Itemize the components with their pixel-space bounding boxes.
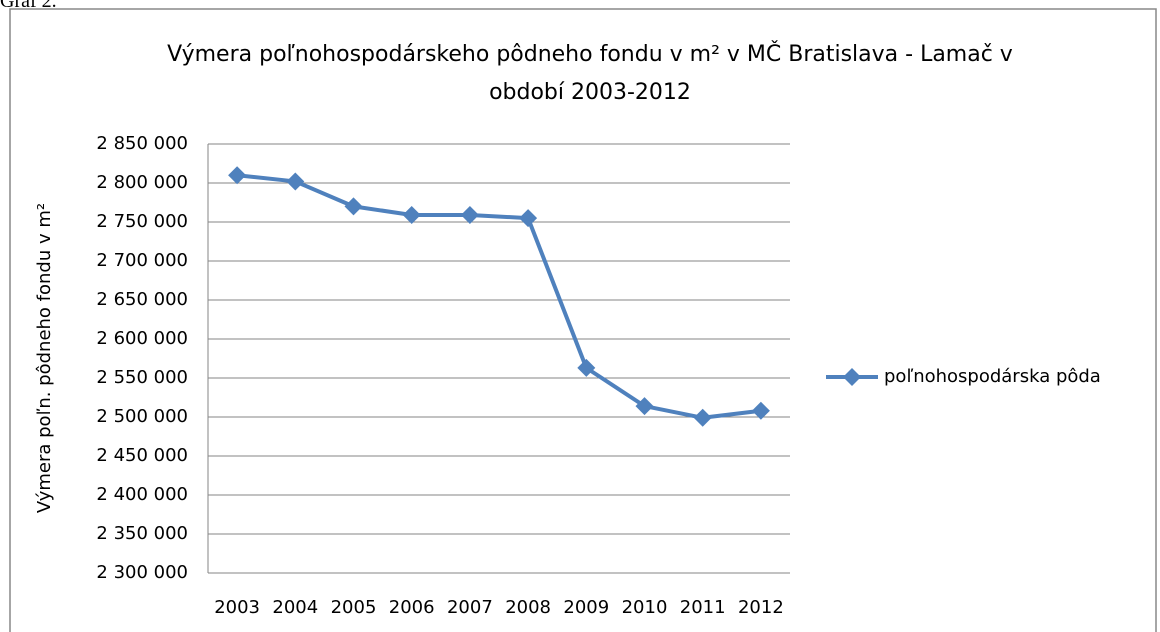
x-tick-label: 2010 xyxy=(622,597,668,618)
y-tick-label: 2 850 000 xyxy=(96,133,188,154)
point-marker xyxy=(519,209,538,228)
point-marker xyxy=(635,397,654,416)
legend-marker xyxy=(843,368,861,386)
y-tick-label: 2 800 000 xyxy=(96,172,188,193)
point-marker xyxy=(460,205,479,224)
y-tick-label: 2 650 000 xyxy=(96,289,188,310)
x-tick-label: 2007 xyxy=(447,597,493,618)
y-tick-label: 2 550 000 xyxy=(96,367,188,388)
x-tick-label: 2004 xyxy=(272,597,318,618)
point-marker xyxy=(751,401,770,420)
x-tick-label: 2003 xyxy=(214,597,260,618)
point-marker xyxy=(577,358,596,377)
chart-frame xyxy=(9,8,1157,632)
x-tick-label: 2005 xyxy=(331,597,377,618)
legend-label: poľnohospodárska pôda xyxy=(884,366,1101,387)
y-tick-label: 2 600 000 xyxy=(96,328,188,349)
y-tick-label: 2 350 000 xyxy=(96,523,188,544)
x-tick-label: 2011 xyxy=(680,597,726,618)
chart-title: Výmera poľnohospodárskeho pôdneho fondu … xyxy=(167,42,1013,105)
y-tick-label: 2 750 000 xyxy=(96,211,188,232)
y-axis-label: Výmera poľn. pôdneho fondu v m² xyxy=(34,203,55,513)
x-tick-label: 2006 xyxy=(389,597,435,618)
point-marker xyxy=(228,166,247,185)
x-tick-label: 2012 xyxy=(738,597,784,618)
y-tick-label: 2 400 000 xyxy=(96,484,188,505)
y-tick-label: 2 500 000 xyxy=(96,406,188,427)
point-marker xyxy=(693,408,712,427)
x-tick-label: 2009 xyxy=(563,597,609,618)
y-tick-label: 2 450 000 xyxy=(96,445,188,466)
x-tick-label: 2008 xyxy=(505,597,551,618)
series-line xyxy=(236,173,762,420)
point-marker xyxy=(344,197,363,216)
point-marker xyxy=(402,205,421,224)
y-tick-label: 2 300 000 xyxy=(96,562,188,583)
point-marker xyxy=(286,172,305,191)
y-tick-label: 2 700 000 xyxy=(96,250,188,271)
